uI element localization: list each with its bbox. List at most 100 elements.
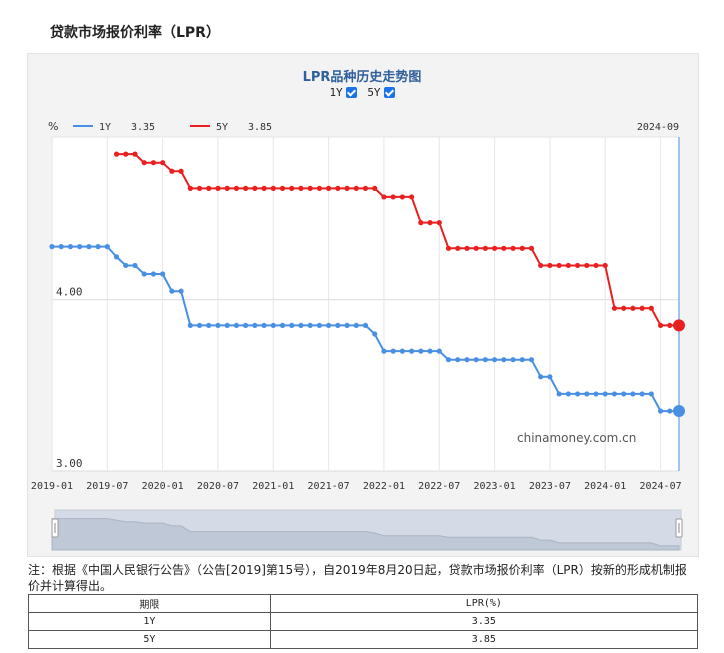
data-point-5y <box>150 160 157 166</box>
data-point-1y <box>344 322 350 329</box>
data-point-5y <box>547 262 553 269</box>
data-point-1y <box>298 322 304 329</box>
data-point-1y <box>187 322 193 329</box>
data-point-1y <box>482 357 488 363</box>
data-point-5y <box>316 185 322 191</box>
data-point-5y <box>436 220 442 226</box>
data-point-5y <box>455 245 461 251</box>
data-point-1y <box>316 322 322 329</box>
data-point-1y <box>353 322 359 329</box>
x-tick-label: 2023-01 <box>474 481 516 492</box>
data-point-1y <box>547 374 553 380</box>
chart-title: LPR品种历史走势图 <box>302 70 422 85</box>
y-unit-label: % <box>48 120 58 133</box>
data-point-1y <box>104 244 110 250</box>
data-point-5y <box>362 185 369 191</box>
data-point-5y <box>169 168 175 174</box>
data-point-1y <box>289 322 295 329</box>
data-point-5y <box>565 262 571 269</box>
data-point-1y <box>381 348 387 354</box>
x-tick-label: 2019-07 <box>86 481 128 492</box>
data-point-5y <box>178 168 184 174</box>
data-point-1y <box>639 391 645 397</box>
legend-value-5y: 3.85 <box>248 122 272 133</box>
data-point-1y <box>77 244 83 250</box>
data-point-1y <box>584 391 590 397</box>
plot-area <box>51 136 680 472</box>
data-point-5y <box>252 185 258 191</box>
data-point-5y <box>501 245 507 251</box>
data-point-5y <box>224 185 230 191</box>
data-point-5y <box>538 262 544 269</box>
axis-labels: 3.00 4.00 2019-01 2019-07 2020-01 2020-07 2021… <box>31 120 682 492</box>
toggle-5y-label: 5Y <box>367 86 381 99</box>
data-point-5y <box>399 194 405 200</box>
page-title: 贷款市场报价利率（LPR） <box>50 25 220 41</box>
lpr-table: 期限 LPR(%) 1Y 3.35 5Y 3.85 <box>28 594 699 649</box>
data-point-1y <box>233 322 240 329</box>
table-cell-term: 5Y <box>28 630 271 649</box>
y-tick-label: 4.00 <box>56 286 83 299</box>
current-month-label: 2024-09 <box>637 122 679 133</box>
y-tick-label: 3.00 <box>56 457 83 470</box>
data-point-5y <box>556 262 562 269</box>
toggle-1y-label: 1Y <box>329 86 343 99</box>
data-point-5y <box>326 185 332 191</box>
x-tick-label: 2020-01 <box>142 481 184 492</box>
data-point-5y <box>307 185 313 191</box>
toggle-1y[interactable]: 1Y <box>329 86 357 99</box>
data-point-1y <box>169 288 175 294</box>
data-point-1y <box>58 244 64 250</box>
data-point-5y <box>602 262 608 269</box>
data-point-5y <box>187 185 193 191</box>
data-point-1y <box>113 254 120 260</box>
data-point-1y <box>473 357 479 363</box>
data-point-1y <box>372 331 378 337</box>
data-point-1y <box>390 348 396 354</box>
data-point-5y <box>427 220 433 226</box>
checkbox-5y[interactable] <box>383 87 395 98</box>
data-point-5y <box>464 245 470 251</box>
data-point-1y <box>178 288 184 294</box>
checkbox-1y[interactable] <box>345 87 357 98</box>
data-point-5y <box>667 322 673 329</box>
data-point-1y <box>409 348 415 354</box>
data-point-1y <box>538 374 544 380</box>
x-tick-label: 2021-01 <box>252 481 294 492</box>
watermark: chinamoney.com.cn <box>517 431 636 445</box>
legend-name-1y: 1Y <box>99 122 111 133</box>
data-point-1y <box>673 405 685 418</box>
data-point-1y <box>418 348 424 354</box>
table-header-term: 期限 <box>28 594 271 613</box>
x-tick-label: 2024-01 <box>584 481 626 492</box>
range-slider[interactable] <box>51 509 683 551</box>
data-point-1y <box>132 262 138 269</box>
legend-name-5y: 5Y <box>216 122 228 133</box>
data-point-5y <box>648 305 654 311</box>
data-point-1y <box>501 357 507 363</box>
data-point-5y <box>390 194 396 200</box>
plot-background <box>51 136 680 472</box>
data-point-1y <box>206 322 212 329</box>
gridlines <box>51 137 680 472</box>
data-point-5y <box>491 245 498 251</box>
data-point-1y <box>436 348 442 354</box>
data-point-5y <box>141 160 147 166</box>
data-point-5y <box>630 305 636 311</box>
data-point-1y <box>399 348 405 354</box>
data-point-1y <box>427 348 433 354</box>
x-tick-label: 2020-07 <box>197 481 239 492</box>
toggle-5y[interactable]: 5Y <box>367 86 395 99</box>
lpr-line-chart: 3.00 4.00 2019-01 2019-07 2020-01 2020-07 2021… <box>31 120 685 551</box>
data-point-1y <box>243 322 249 329</box>
data-point-5y <box>519 245 525 251</box>
data-point-1y <box>528 357 535 363</box>
data-point-5y <box>621 305 627 311</box>
data-point-5y <box>528 245 535 251</box>
data-point-1y <box>630 391 636 397</box>
data-point-1y <box>49 244 55 250</box>
data-point-1y <box>519 357 525 363</box>
data-point-1y <box>279 322 286 329</box>
x-tick-label: 2022-01 <box>363 481 405 492</box>
data-point-1y <box>95 244 101 250</box>
